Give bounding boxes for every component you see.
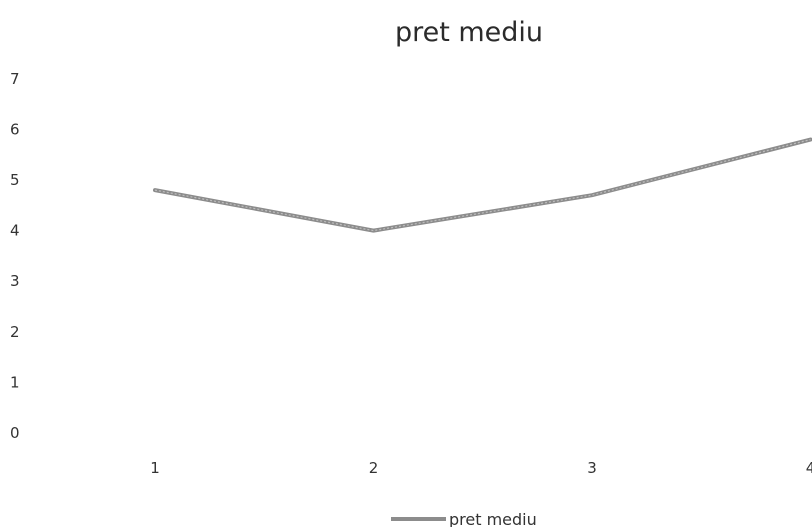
y-tick-label: 1 (10, 373, 20, 391)
y-tick-label: 7 (10, 70, 20, 88)
y-tick-label: 0 (10, 424, 20, 442)
y-tick-label: 3 (10, 272, 20, 290)
x-tick-label: 1 (150, 459, 160, 477)
y-tick-label: 2 (10, 323, 20, 341)
series-line (153, 137, 812, 233)
series-line-highlight (154, 138, 811, 232)
x-tick-label: 2 (369, 459, 379, 477)
y-tick-label: 6 (10, 120, 20, 138)
x-tick-label: 4 (806, 459, 812, 477)
x-axis: 1 2 3 4 (150, 459, 812, 477)
y-tick-label: 4 (10, 222, 20, 240)
x-tick-label: 3 (587, 459, 597, 477)
y-tick-label: 5 (10, 171, 20, 189)
plot-area (153, 137, 812, 233)
legend: pret mediu (391, 510, 537, 527)
y-axis: 0 1 2 3 4 5 6 7 (10, 70, 20, 442)
chart-title: pret mediu (395, 17, 543, 48)
legend-label: pret mediu (449, 510, 537, 527)
